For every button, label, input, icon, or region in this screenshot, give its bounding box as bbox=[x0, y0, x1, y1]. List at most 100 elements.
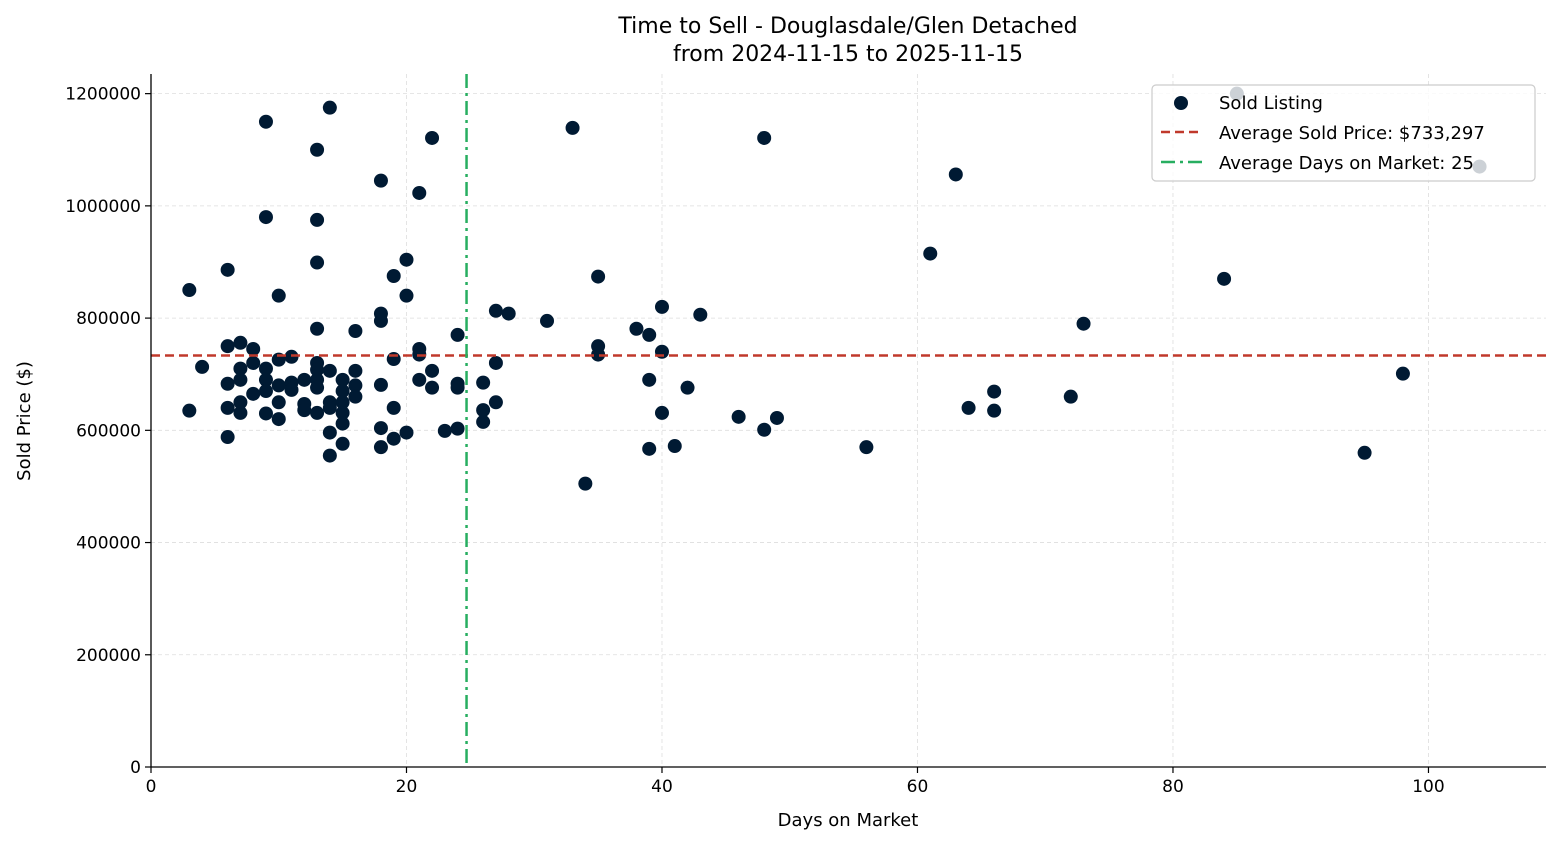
data-point bbox=[1076, 316, 1091, 331]
data-point bbox=[373, 173, 388, 188]
y-tick-label: 200000 bbox=[76, 646, 141, 666]
y-tick-label: 400000 bbox=[76, 534, 141, 554]
data-point bbox=[335, 384, 350, 399]
data-point bbox=[399, 425, 414, 440]
data-point bbox=[642, 441, 657, 456]
ticks: 0 20 40 60 80 100 0 200000 400000 600000 800000 100… bbox=[65, 85, 1444, 797]
data-point bbox=[322, 448, 337, 463]
data-point bbox=[642, 372, 657, 387]
data-point bbox=[348, 323, 363, 338]
data-point bbox=[258, 384, 273, 399]
data-point bbox=[271, 395, 286, 410]
legend-marker-sold bbox=[1174, 96, 1188, 110]
data-point bbox=[412, 372, 427, 387]
legend-label-avg-days: Average Days on Market: 25 bbox=[1219, 153, 1474, 174]
legend-label-sold: Sold Listing bbox=[1219, 93, 1323, 114]
data-point bbox=[220, 339, 235, 354]
data-point bbox=[591, 347, 606, 362]
x-axis-label: Days on Market bbox=[778, 810, 919, 831]
data-point bbox=[948, 167, 963, 182]
data-point bbox=[476, 414, 491, 429]
data-point bbox=[258, 361, 273, 376]
y-tick-label: 600000 bbox=[76, 421, 141, 441]
data-point bbox=[476, 403, 491, 418]
data-point bbox=[233, 372, 248, 387]
data-point bbox=[271, 288, 286, 303]
data-point bbox=[310, 321, 325, 336]
data-point bbox=[642, 327, 657, 342]
data-point bbox=[399, 252, 414, 267]
data-point bbox=[246, 341, 261, 356]
data-point bbox=[322, 400, 337, 415]
data-point bbox=[1063, 389, 1078, 404]
data-point bbox=[373, 421, 388, 436]
data-point bbox=[246, 355, 261, 370]
data-point bbox=[437, 423, 452, 438]
data-point bbox=[859, 440, 874, 455]
data-point bbox=[680, 380, 695, 395]
data-point bbox=[335, 436, 350, 451]
x-tick-label: 0 bbox=[146, 777, 157, 797]
data-point bbox=[182, 403, 197, 418]
data-point bbox=[258, 114, 273, 129]
data-point bbox=[450, 421, 465, 436]
data-point bbox=[987, 403, 1002, 418]
x-tick-label: 60 bbox=[907, 777, 929, 797]
data-point bbox=[923, 246, 938, 261]
data-point bbox=[310, 380, 325, 395]
data-point bbox=[310, 212, 325, 227]
data-point bbox=[220, 430, 235, 445]
data-point bbox=[335, 416, 350, 431]
data-point bbox=[335, 395, 350, 410]
data-point bbox=[246, 386, 261, 401]
data-point bbox=[386, 269, 401, 284]
chart-subtitle: from 2024-11-15 to 2025-11-15 bbox=[673, 42, 1023, 67]
data-point bbox=[961, 400, 976, 415]
data-point bbox=[693, 307, 708, 322]
data-point bbox=[425, 130, 440, 145]
data-point bbox=[297, 372, 312, 387]
data-point bbox=[233, 405, 248, 420]
data-point bbox=[233, 335, 248, 350]
data-point bbox=[271, 378, 286, 393]
data-point bbox=[425, 380, 440, 395]
data-point bbox=[348, 389, 363, 404]
data-point bbox=[335, 405, 350, 420]
data-point bbox=[987, 384, 1002, 399]
data-point bbox=[565, 120, 580, 135]
legend-label-avg-price: Average Sold Price: $733,297 bbox=[1219, 123, 1485, 144]
y-axis-label: Sold Price ($) bbox=[14, 361, 35, 481]
data-point bbox=[373, 313, 388, 328]
y-tick-label: 0 bbox=[130, 758, 141, 778]
data-point bbox=[1357, 445, 1372, 460]
x-tick-label: 100 bbox=[1412, 777, 1444, 797]
data-point bbox=[220, 376, 235, 391]
data-point bbox=[271, 412, 286, 427]
data-point bbox=[1217, 271, 1232, 286]
data-point bbox=[488, 303, 503, 318]
data-point bbox=[322, 363, 337, 378]
data-point bbox=[220, 400, 235, 415]
data-point bbox=[425, 363, 440, 378]
data-point bbox=[757, 130, 772, 145]
data-point bbox=[591, 269, 606, 284]
data-point bbox=[488, 355, 503, 370]
data-point bbox=[386, 352, 401, 367]
data-point bbox=[284, 349, 299, 364]
data-point bbox=[258, 372, 273, 387]
data-point bbox=[450, 327, 465, 342]
data-point bbox=[654, 405, 669, 420]
y-tick-label: 1000000 bbox=[65, 197, 141, 217]
x-tick-label: 20 bbox=[396, 777, 418, 797]
data-point bbox=[335, 372, 350, 387]
data-point bbox=[182, 283, 197, 298]
y-tick-label: 800000 bbox=[76, 309, 141, 329]
data-point bbox=[654, 299, 669, 314]
x-tick-label: 40 bbox=[651, 777, 673, 797]
data-point bbox=[373, 440, 388, 455]
data-point bbox=[233, 361, 248, 376]
data-point bbox=[322, 425, 337, 440]
data-point bbox=[578, 476, 593, 491]
legend: Sold Listing Average Sold Price: $733,29… bbox=[1151, 84, 1536, 182]
